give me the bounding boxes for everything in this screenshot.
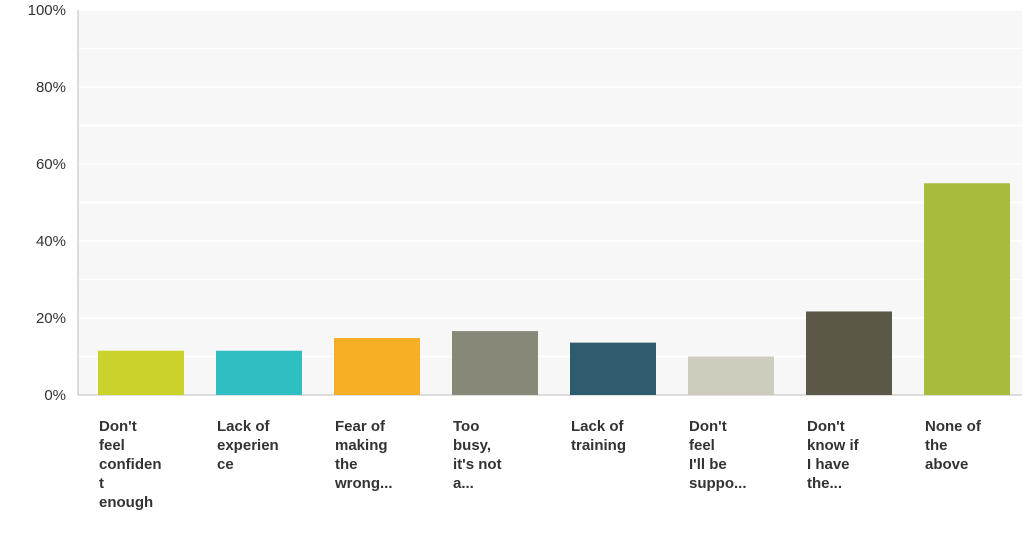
bar[interactable] (216, 350, 302, 395)
bar[interactable] (806, 311, 892, 395)
bar[interactable] (334, 338, 420, 395)
x-category-label: Don't feel confiden t enough (99, 418, 162, 511)
bar[interactable] (570, 342, 656, 395)
x-category-label: Lack of experien ce (217, 418, 279, 473)
bar[interactable] (688, 356, 774, 396)
x-category-label: None of the above (925, 418, 982, 473)
y-tick-label: 20% (36, 310, 66, 327)
y-tick-label: 100% (28, 2, 66, 19)
x-category-label: Don't feel I'll be suppo... (689, 418, 747, 492)
y-tick-label: 80% (36, 79, 66, 96)
bar[interactable] (924, 183, 1010, 395)
x-category-label: Don't know if I have the... (807, 418, 860, 492)
x-category-label: Lack of training (571, 418, 626, 454)
x-category-label: Fear of making the wrong... (334, 418, 393, 492)
bar[interactable] (452, 331, 538, 395)
y-tick-label: 0% (44, 387, 66, 404)
y-tick-label: 40% (36, 233, 66, 250)
y-tick-label: 60% (36, 156, 66, 173)
bar[interactable] (98, 350, 184, 395)
x-category-label: Too busy, it's not a... (453, 418, 502, 492)
